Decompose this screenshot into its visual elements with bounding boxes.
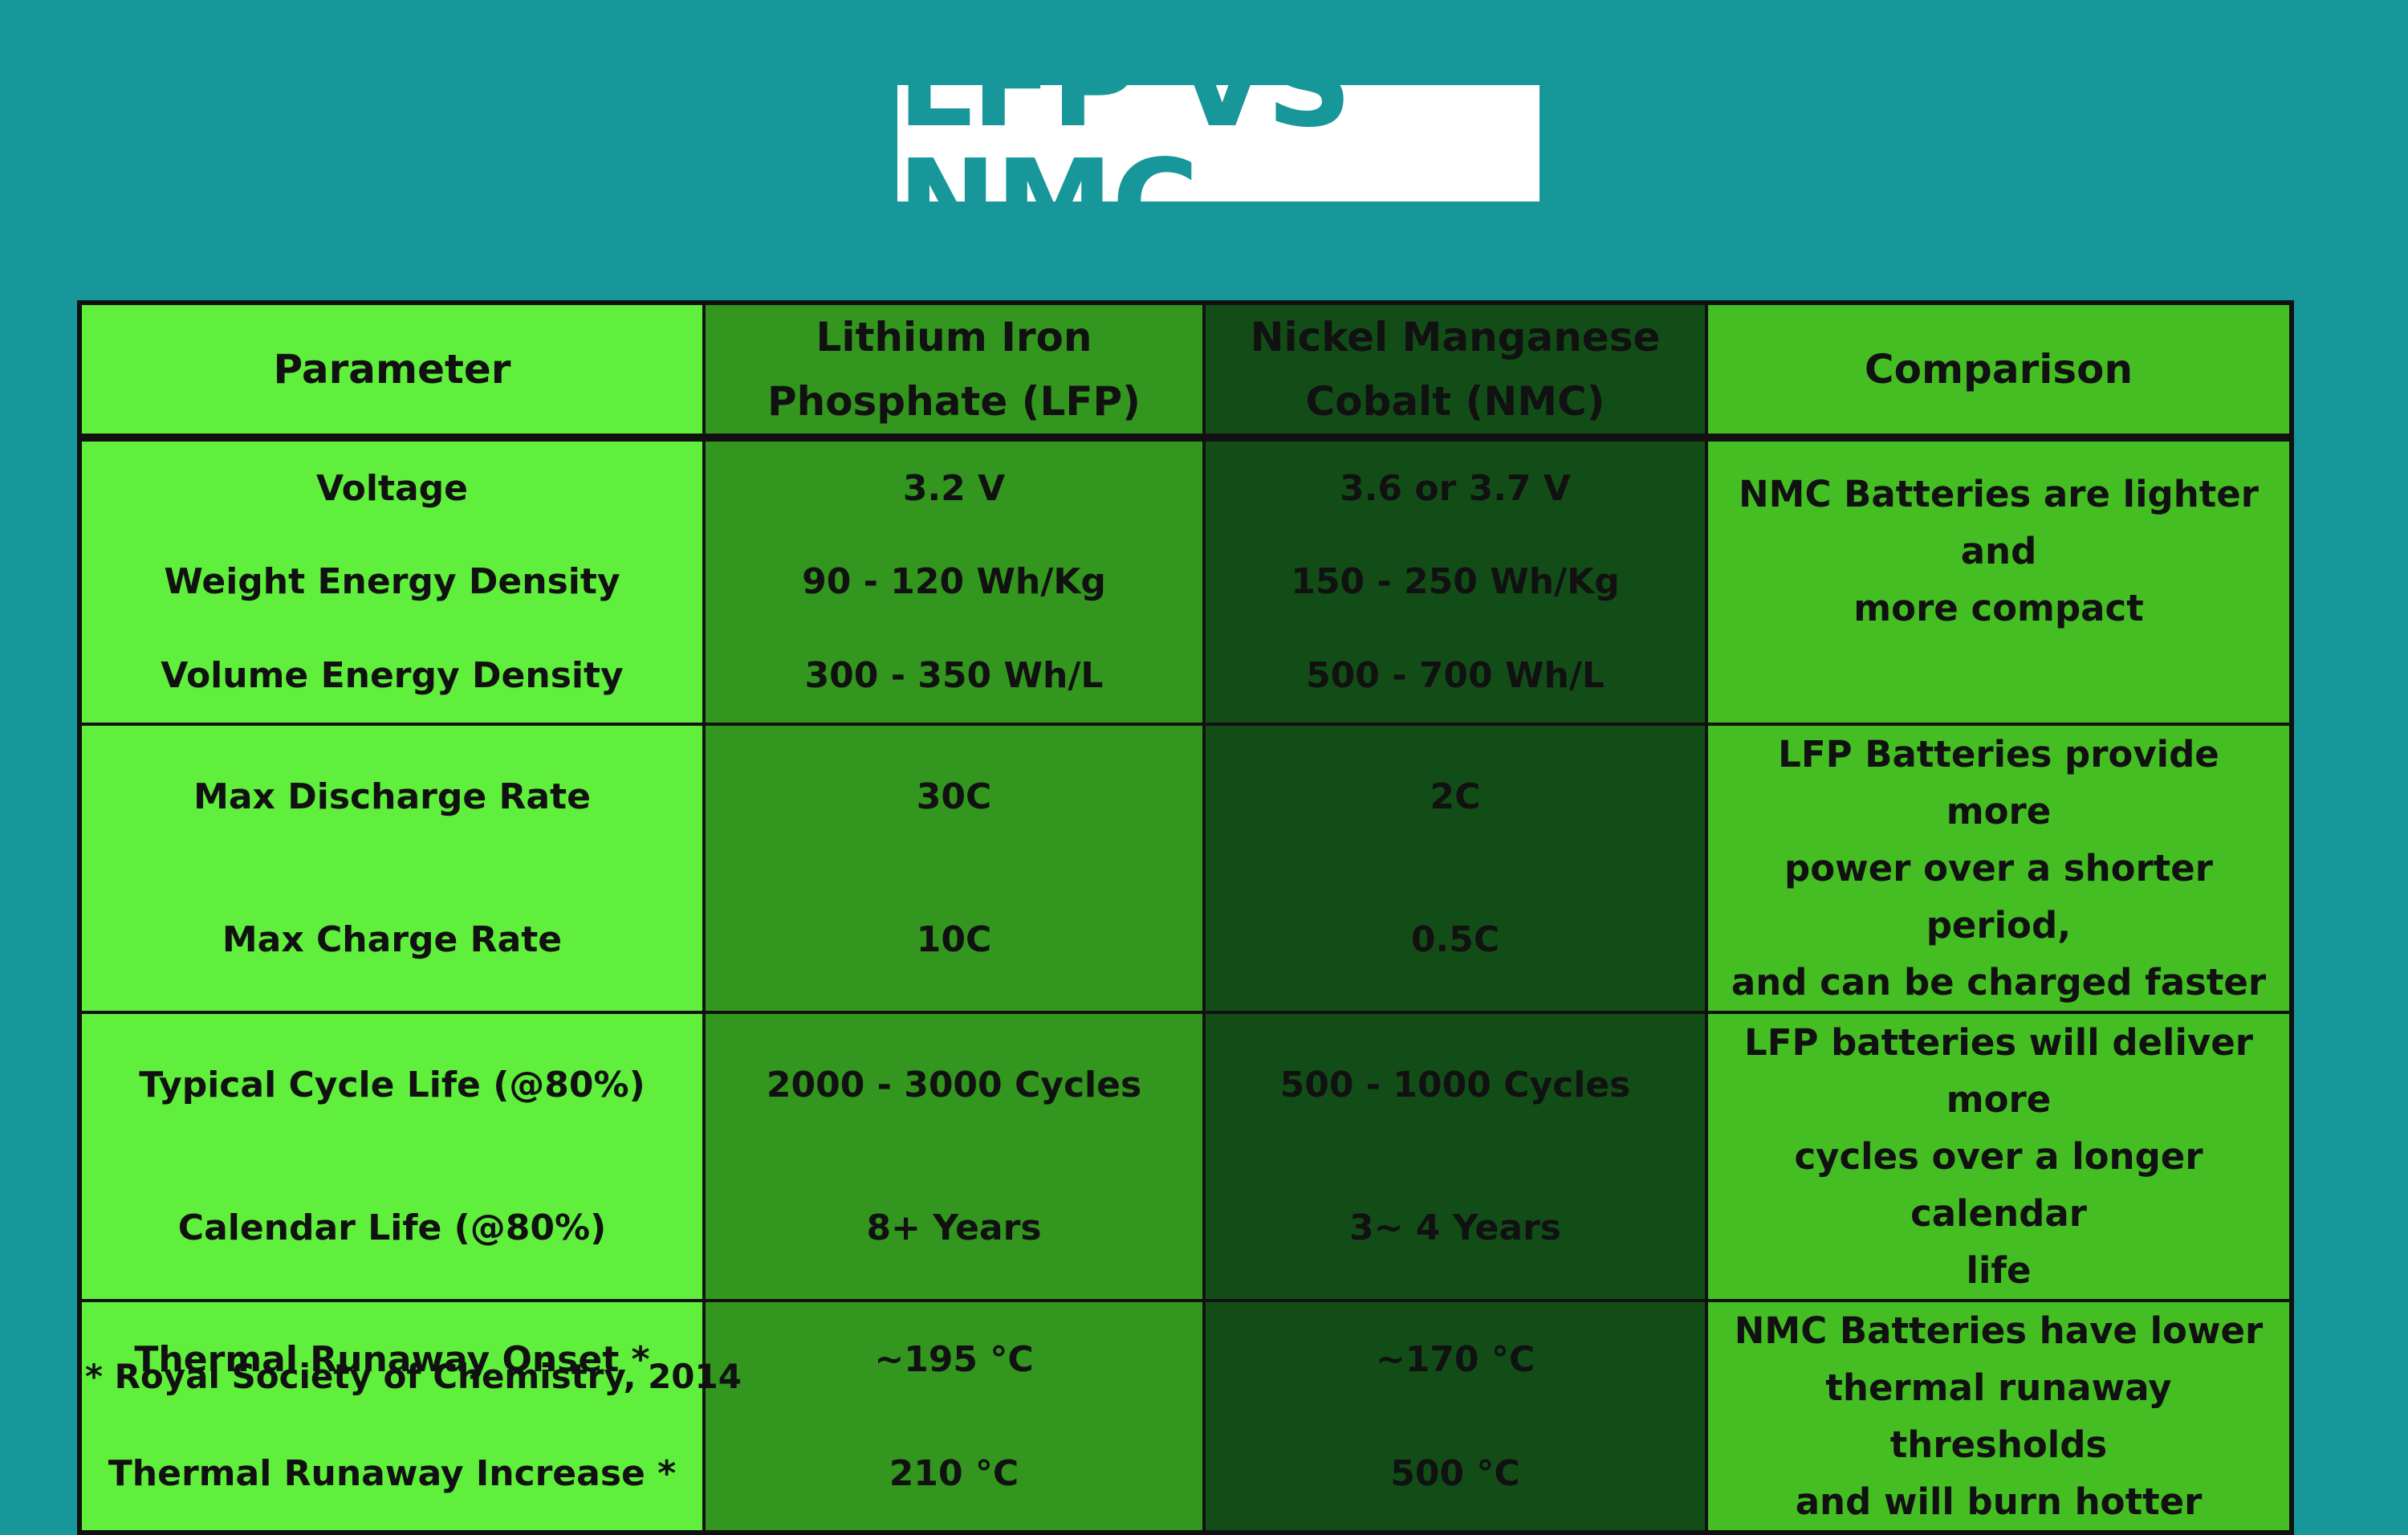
nmc-thermal-runaway-increase: 500 °C <box>1390 1452 1520 1494</box>
header-parameter-label: Parameter <box>273 346 511 393</box>
lfp-thermal-runaway-increase: 210 °C <box>889 1452 1019 1494</box>
comparison-text-line: thermal runaway thresholds <box>1825 1366 2172 1466</box>
lfp-max-discharge-rate: 30C <box>916 776 992 818</box>
comparison-cell: LFP Batteries provide more power over a … <box>1705 723 2293 1014</box>
param-voltage: Voltage <box>315 467 469 509</box>
comparison-text-line: life <box>1966 1249 2032 1292</box>
comparison-text-line: more compact <box>1853 587 2144 629</box>
param-cell: Typical Cycle Life (@80%) Calendar Life … <box>78 1011 706 1302</box>
header-nmc-line1: Nickel Manganese <box>1250 314 1661 360</box>
lfp-weight-energy-density: 90 - 120 Wh/Kg <box>802 561 1106 603</box>
lfp-volume-energy-density: 300 - 350 Wh/L <box>804 655 1104 697</box>
nmc-weight-energy-density: 150 - 250 Wh/Kg <box>1291 561 1620 603</box>
param-cell: Voltage Weight Energy Density Volume Ene… <box>78 436 706 726</box>
comparison-text-line: cycles over a longer calendar <box>1794 1135 2203 1235</box>
param-calendar-life: Calendar Life (@80%) <box>177 1207 607 1248</box>
param-cell: Max Discharge Rate Max Charge Rate <box>78 723 706 1014</box>
table-row-group-rates: Max Discharge Rate Max Charge Rate 30C 1… <box>78 723 2293 1014</box>
comparison-text-line: LFP Batteries provide more <box>1778 733 2219 833</box>
param-weight-energy-density: Weight Energy Density <box>164 561 620 603</box>
header-lfp-line2: Phosphate (LFP) <box>767 378 1141 425</box>
header-parameter: Parameter <box>78 301 706 442</box>
nmc-voltage: 3.6 or 3.7 V <box>1340 467 1571 509</box>
nmc-cell: 3.6 or 3.7 V 150 - 250 Wh/Kg 500 - 700 W… <box>1202 436 1708 726</box>
param-cell: Thermal Runaway Onset * Thermal Runaway … <box>78 1299 706 1534</box>
comparison-text-line: LFP batteries will deliver more <box>1744 1021 2253 1121</box>
header-row: Parameter Lithium Iron Phosphate (LFP) N… <box>78 301 2293 442</box>
header-nmc-line2: Cobalt (NMC) <box>1305 378 1605 425</box>
table-row-group-thermal: Thermal Runaway Onset * Thermal Runaway … <box>78 1299 2293 1534</box>
header-nmc: Nickel Manganese Cobalt (NMC) <box>1202 301 1708 442</box>
lfp-cell: 2000 - 3000 Cycles 8+ Years <box>702 1011 1206 1302</box>
header-lfp: Lithium Iron Phosphate (LFP) <box>702 301 1206 442</box>
lfp-voltage: 3.2 V <box>902 467 1006 509</box>
lfp-cell: ~195 °C 210 °C <box>702 1299 1206 1534</box>
header-comparison-label: Comparison <box>1864 346 2133 393</box>
param-max-charge-rate: Max Charge Rate <box>222 918 563 960</box>
param-thermal-runaway-onset: Thermal Runaway Onset * <box>134 1338 650 1380</box>
title-banner: LFP VS NMC <box>897 25 1540 263</box>
nmc-typical-cycle-life: 500 - 1000 Cycles <box>1279 1065 1631 1106</box>
param-volume-energy-density: Volume Energy Density <box>161 655 624 697</box>
lfp-cell: 30C 10C <box>702 723 1206 1014</box>
lfp-typical-cycle-life: 2000 - 3000 Cycles <box>766 1065 1142 1106</box>
comparison-table: Parameter Lithium Iron Phosphate (LFP) N… <box>77 300 2294 1535</box>
header-comparison: Comparison <box>1705 301 2293 442</box>
table-row-group-energy: Voltage Weight Energy Density Volume Ene… <box>78 436 2293 726</box>
lfp-cell: 3.2 V 90 - 120 Wh/Kg 300 - 350 Wh/L <box>702 436 1206 726</box>
nmc-cell: 500 - 1000 Cycles 3~ 4 Years <box>1202 1011 1708 1302</box>
comparison-cell: LFP batteries will deliver more cycles o… <box>1705 1011 2293 1302</box>
page-title: LFP VS NMC <box>897 14 1352 272</box>
lfp-thermal-runaway-onset: ~195 °C <box>874 1338 1034 1380</box>
header-lfp-line1: Lithium Iron <box>816 314 1092 360</box>
comparison-text-line: and can be charged faster <box>1731 961 2267 1004</box>
footnote-citation: * Royal Society of Chemistry, 2014 <box>85 1357 742 1396</box>
comparison-text-line: NMC Batteries are lighter and <box>1739 473 2259 572</box>
nmc-calendar-life: 3~ 4 Years <box>1349 1207 1561 1248</box>
param-typical-cycle-life: Typical Cycle Life (@80%) <box>139 1065 645 1106</box>
lfp-calendar-life: 8+ Years <box>866 1207 1042 1248</box>
comparison-text-line: NMC Batteries have lower <box>1734 1309 2264 1352</box>
nmc-volume-energy-density: 500 - 700 Wh/L <box>1306 655 1605 697</box>
nmc-max-discharge-rate: 2C <box>1430 776 1481 818</box>
nmc-cell: ~170 °C 500 °C <box>1202 1299 1708 1534</box>
nmc-cell: 2C 0.5C <box>1202 723 1708 1014</box>
nmc-max-charge-rate: 0.5C <box>1410 918 1500 960</box>
param-max-discharge-rate: Max Discharge Rate <box>193 776 591 818</box>
comparison-text-line: power over a shorter period, <box>1784 847 2213 947</box>
table-row-group-life: Typical Cycle Life (@80%) Calendar Life … <box>78 1011 2293 1302</box>
param-thermal-runaway-increase: Thermal Runaway Increase * <box>108 1452 677 1494</box>
lfp-max-charge-rate: 10C <box>916 918 992 960</box>
comparison-cell: NMC Batteries are lighter and more compa… <box>1705 436 2293 726</box>
comparison-text-line: and will burn hotter <box>1795 1480 2203 1523</box>
nmc-thermal-runaway-onset: ~170 °C <box>1375 1338 1536 1380</box>
comparison-cell: NMC Batteries have lower thermal runaway… <box>1705 1299 2293 1534</box>
